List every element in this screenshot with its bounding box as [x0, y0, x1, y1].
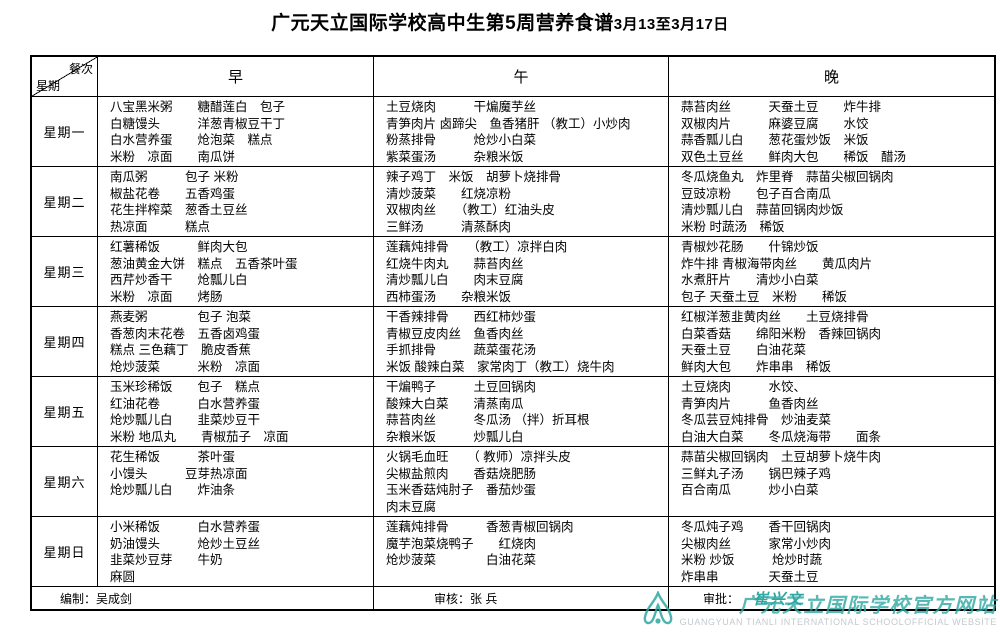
sunday-lunch-cell: 莲藕炖排骨 香葱青椒回锅肉 魔芋泡菜烧鸭子 红烧肉 炝炒菠菜 白油花菜	[374, 517, 669, 587]
corner-day-label: 星期	[36, 79, 61, 93]
friday-label: 星期五	[32, 377, 98, 447]
approved-label: 审批：	[703, 591, 740, 606]
corner-meal-label: 餐次	[68, 62, 93, 76]
monday-lunch-cell: 土豆烧肉 干煸魔芋丝 青笋肉片 卤蹄尖 鱼香猪肝 （教工）小炒肉 粉蒸排骨 炝炒…	[374, 97, 669, 167]
tuesday-dinner-cell: 冬瓜烧鱼丸 炸里脊 蒜苗尖椒回锅肉 豆豉凉粉 包子百合南瓜 清炒瓢儿白 蒜苗回锅…	[669, 167, 994, 237]
page-title-date: 3月13至3月17日	[613, 16, 729, 33]
reviewed-by: 审核：张 兵	[374, 587, 669, 609]
watermark-english-text: GUANGYUAN TIANLI INTERNATIONAL SCHOOLOFF…	[679, 617, 997, 627]
tuesday-lunch-cell: 辣子鸡丁 米饭 胡萝卜烧排骨 清炒菠菜 红烧凉粉 双椒肉丝 （教工）红油头皮 三…	[374, 167, 669, 237]
tuesday-breakfast-cell: 南瓜粥 包子 米粉 椒盐花卷 五香鸡蛋 花生拌榨菜 葱香土豆丝 热凉面 糕点	[98, 167, 374, 237]
tuesday-label: 星期二	[32, 167, 98, 237]
saturday-breakfast-cell: 花生稀饭 茶叶蛋 小馒头 豆芽热凉面 炝炒瓢儿白 炸油条	[98, 447, 374, 517]
saturday-label: 星期六	[32, 447, 98, 517]
prepared-by: 编制：吴成剑	[32, 587, 374, 609]
lunch-column-header: 午	[374, 57, 669, 97]
sunday-label: 星期日	[32, 517, 98, 587]
monday-breakfast-cell: 八宝黑米粥 糖醋莲白 包子 白糖馒头 洋葱青椒豆干丁 白水营养蛋 炝泡菜 糕点 …	[98, 97, 374, 167]
thursday-breakfast-cell: 燕麦粥 包子 泡菜 香葱肉末花卷 五香卤鸡蛋 糕点 三色藕丁 脆皮香蕉 炝炒菠菜…	[98, 307, 374, 377]
thursday-dinner-cell: 红椒洋葱韭黄肉丝 土豆烧排骨 白菜香菇 绵阳米粉 香辣回锅肉 天蚕土豆 白油花菜…	[669, 307, 994, 377]
saturday-lunch-cell: 火锅毛血旺 （ 教师）凉拌头皮 尖椒盐煎肉 香菇烧肥肠 玉米香菇炖肘子 番茄炒蛋…	[374, 447, 669, 517]
approver-name: 崔兴文	[753, 590, 805, 608]
monday-dinner-cell: 蒜苔肉丝 天蚕土豆 炸牛排 双椒肉片 麻婆豆腐 水饺 蒜香瓢儿白 葱花蛋炒饭 米…	[669, 97, 994, 167]
page-title-main: 广元天立国际学校高中生第5周营养食谱	[271, 13, 614, 34]
friday-breakfast-cell: 玉米珍稀饭 包子 糕点 红油花卷 白水营养蛋 炝炒瓢儿白 韭菜炒豆干 米粉 地瓜…	[98, 377, 374, 447]
weekly-menu-table: 餐次 星期 早 午 晚 星期一 八宝黑米粥 糖醋莲白 包子 白糖馒头 洋葱青椒豆…	[30, 55, 996, 611]
corner-header-cell: 餐次 星期	[32, 57, 98, 97]
thursday-label: 星期四	[32, 307, 98, 377]
page-title: 广元天立国际学校高中生第5周营养食谱3月13至3月17日	[0, 8, 1000, 35]
dinner-column-header: 晚	[669, 57, 994, 97]
wednesday-label: 星期三	[32, 237, 98, 307]
thursday-lunch-cell: 干香辣排骨 西红柿炒蛋 青椒豆皮肉丝 鱼香肉丝 手抓排骨 蔬菜蛋花汤 米饭 酸辣…	[374, 307, 669, 377]
saturday-dinner-cell: 蒜苗尖椒回锅肉 土豆胡萝卜烧牛肉 三鲜丸子汤 锅巴辣子鸡 百合南瓜 炒小白菜	[669, 447, 994, 517]
wednesday-dinner-cell: 青椒炒花肠 什锦炒饭 炸牛排 青椒海带肉丝 黄瓜肉片 水煮肝片 清炒小白菜 包子…	[669, 237, 994, 307]
wednesday-breakfast-cell: 红薯稀饭 鲜肉大包 葱油黄金大饼 糕点 五香茶叶蛋 西芹炒香干 炝瓢儿白 米粉 …	[98, 237, 374, 307]
sunday-breakfast-cell: 小米稀饭 白水营养蛋 奶油馒头 炝炒土豆丝 韭菜炒豆芽 牛奶 麻圆	[98, 517, 374, 587]
breakfast-column-header: 早	[98, 57, 374, 97]
friday-dinner-cell: 土豆烧肉 水饺、 青笋肉片 鱼香肉丝 冬瓜芸豆炖排骨 炒油麦菜 白油大白菜 冬瓜…	[669, 377, 994, 447]
sunday-dinner-cell: 冬瓜炖子鸡 香干回锅肉 尖椒肉丝 家常小炒肉 米粉 炒饭 炝炒时蔬 炸串串 天蚕…	[669, 517, 994, 587]
approved-by: 审批： 崔兴文	[669, 587, 994, 609]
wednesday-lunch-cell: 莲藕炖排骨 （教工）凉拌白肉 红烧牛肉丸 蒜苔肉丝 清炒瓢儿白 肉末豆腐 西柿蛋…	[374, 237, 669, 307]
friday-lunch-cell: 干煸鸭子 土豆回锅肉 酸辣大白菜 清蒸南瓜 蒜苔肉丝 冬瓜汤 （拌）折耳根 杂粮…	[374, 377, 669, 447]
monday-label: 星期一	[32, 97, 98, 167]
